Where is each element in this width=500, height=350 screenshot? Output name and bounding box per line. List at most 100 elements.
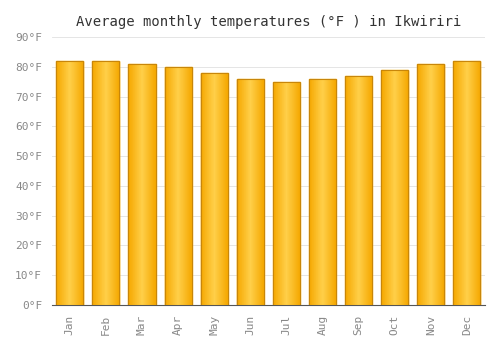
Bar	[316, 79, 317, 305]
Bar	[206, 73, 207, 305]
Bar	[293, 82, 294, 305]
Bar	[388, 70, 390, 305]
Bar	[441, 64, 442, 305]
Bar	[209, 73, 210, 305]
Bar	[211, 73, 212, 305]
Bar	[273, 82, 274, 305]
Bar	[110, 61, 112, 305]
Bar	[298, 82, 300, 305]
Bar	[65, 61, 66, 305]
Bar	[367, 76, 368, 305]
Bar	[56, 61, 57, 305]
Bar	[396, 70, 397, 305]
Bar	[294, 82, 295, 305]
Bar	[200, 73, 202, 305]
Bar	[95, 61, 96, 305]
Bar	[291, 82, 292, 305]
Bar	[369, 76, 370, 305]
Bar	[472, 61, 473, 305]
Bar	[479, 61, 480, 305]
Bar	[187, 67, 188, 305]
Bar	[356, 76, 358, 305]
Bar	[247, 79, 248, 305]
Bar	[150, 64, 151, 305]
Bar	[137, 64, 138, 305]
Bar	[68, 61, 69, 305]
Bar	[216, 73, 217, 305]
Bar	[310, 79, 311, 305]
Bar	[431, 64, 432, 305]
Bar	[180, 67, 181, 305]
Bar	[332, 79, 334, 305]
Bar	[179, 67, 180, 305]
Bar	[454, 61, 480, 305]
Bar	[100, 61, 101, 305]
Bar	[360, 76, 362, 305]
Bar	[275, 82, 276, 305]
Bar	[345, 76, 346, 305]
Bar	[277, 82, 278, 305]
Bar	[284, 82, 285, 305]
Bar	[400, 70, 401, 305]
Bar	[221, 73, 222, 305]
Bar	[255, 79, 256, 305]
Bar	[358, 76, 360, 305]
Bar	[174, 67, 176, 305]
Bar	[311, 79, 312, 305]
Bar	[295, 82, 296, 305]
Bar	[82, 61, 84, 305]
Bar	[470, 61, 471, 305]
Bar	[432, 64, 433, 305]
Bar	[471, 61, 472, 305]
Bar	[383, 70, 384, 305]
Bar	[218, 73, 219, 305]
Bar	[381, 70, 408, 305]
Bar	[135, 64, 136, 305]
Bar	[318, 79, 319, 305]
Bar	[317, 79, 318, 305]
Bar	[97, 61, 98, 305]
Bar	[224, 73, 225, 305]
Bar	[204, 73, 206, 305]
Bar	[138, 64, 140, 305]
Bar	[345, 76, 372, 305]
Bar	[108, 61, 110, 305]
Bar	[220, 73, 221, 305]
Bar	[202, 73, 203, 305]
Bar	[238, 79, 239, 305]
Bar	[285, 82, 286, 305]
Bar	[368, 76, 369, 305]
Bar	[69, 61, 70, 305]
Bar	[149, 64, 150, 305]
Bar	[76, 61, 77, 305]
Bar	[67, 61, 68, 305]
Bar	[99, 61, 100, 305]
Bar	[476, 61, 477, 305]
Title: Average monthly temperatures (°F ) in Ikwiriri: Average monthly temperatures (°F ) in Ik…	[76, 15, 461, 29]
Bar	[56, 61, 84, 305]
Bar	[422, 64, 424, 305]
Bar	[424, 64, 426, 305]
Bar	[181, 67, 182, 305]
Bar	[191, 67, 192, 305]
Bar	[165, 67, 166, 305]
Bar	[164, 67, 192, 305]
Bar	[351, 76, 352, 305]
Bar	[77, 61, 78, 305]
Bar	[118, 61, 120, 305]
Bar	[428, 64, 429, 305]
Bar	[349, 76, 350, 305]
Bar	[394, 70, 396, 305]
Bar	[382, 70, 383, 305]
Bar	[132, 64, 133, 305]
Bar	[478, 61, 479, 305]
Bar	[407, 70, 408, 305]
Bar	[348, 76, 349, 305]
Bar	[183, 67, 184, 305]
Bar	[288, 82, 289, 305]
Bar	[462, 61, 463, 305]
Bar	[455, 61, 456, 305]
Bar	[259, 79, 260, 305]
Bar	[326, 79, 328, 305]
Bar	[418, 64, 420, 305]
